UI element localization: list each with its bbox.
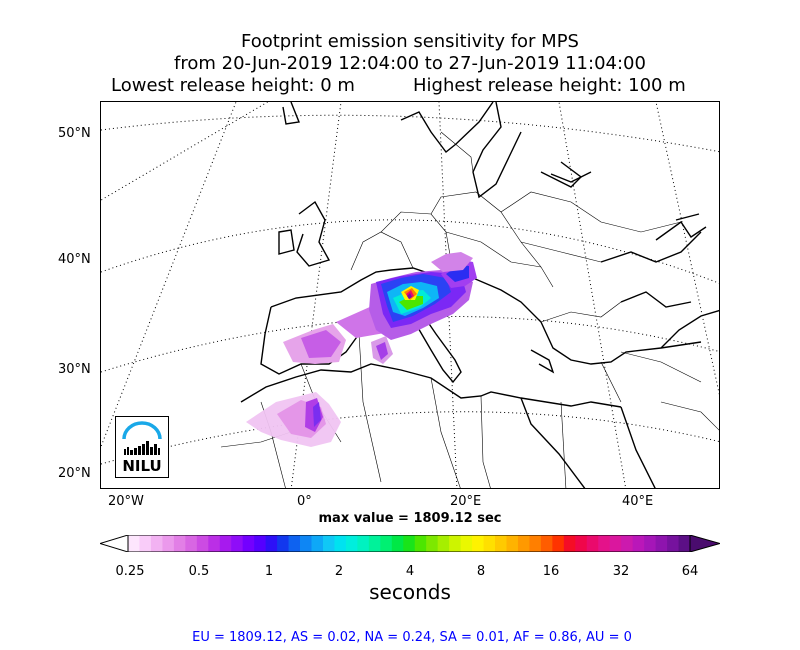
colorbar-cell bbox=[632, 535, 645, 552]
map-canvas bbox=[101, 102, 719, 488]
colorbar-cell bbox=[311, 535, 324, 552]
colorbar-min-arrow bbox=[100, 535, 129, 552]
title-line-2: from 20-Jun-2019 12:04:00 to 27-Jun-2019… bbox=[174, 53, 646, 74]
colorbar-cell bbox=[128, 535, 140, 552]
colorbar-cell bbox=[185, 535, 198, 552]
lowest-release-height: Lowest release height: 0 m bbox=[111, 75, 355, 96]
colorbar-cell bbox=[322, 535, 335, 552]
colorbar-cell bbox=[609, 535, 622, 552]
colorbar-cell bbox=[483, 535, 496, 552]
colorbar-cell bbox=[242, 535, 255, 552]
colorbar-tick: 1 bbox=[264, 564, 274, 579]
colorbar-cell bbox=[517, 535, 530, 552]
colorbar-cell bbox=[426, 535, 439, 552]
map-frame bbox=[100, 101, 720, 489]
colorbar-cell bbox=[357, 535, 370, 552]
colorbar-cell bbox=[563, 535, 576, 552]
colorbar-tick: 8 bbox=[476, 564, 486, 579]
colorbar-cell bbox=[231, 535, 244, 552]
colorbar-cell bbox=[540, 535, 553, 552]
colorbar-cell bbox=[437, 535, 450, 552]
colorbar-cell bbox=[460, 535, 473, 552]
max-value: max value = 1809.12 sec bbox=[318, 511, 502, 526]
colorbar-cell bbox=[391, 535, 404, 552]
colorbar-cell bbox=[173, 535, 186, 552]
colorbar bbox=[100, 535, 720, 552]
colorbar-cell bbox=[414, 535, 427, 552]
colorbar-cell bbox=[196, 535, 209, 552]
region-summary: EU = 1809.12, AS = 0.02, NA = 0.24, SA =… bbox=[192, 630, 632, 645]
country-borders bbox=[220, 131, 719, 488]
colorbar-cell bbox=[254, 535, 267, 552]
lon-label-40e: 40°E bbox=[622, 494, 654, 509]
colorbar-cell bbox=[621, 535, 634, 552]
colorbar-cell bbox=[495, 535, 507, 552]
colorbar-tick: 32 bbox=[612, 564, 630, 579]
colorbar-cell bbox=[380, 535, 393, 552]
colorbar-cell bbox=[598, 535, 611, 552]
colorbar-max-arrow bbox=[689, 535, 720, 552]
footprint-plume bbox=[246, 252, 477, 447]
lon-label-20e: 20°E bbox=[450, 494, 482, 509]
nilu-logo-mark bbox=[122, 421, 162, 455]
colorbar-cell bbox=[655, 535, 668, 552]
highest-release-height: Highest release height: 100 m bbox=[413, 75, 686, 96]
colorbar-cell bbox=[403, 535, 416, 552]
colorbar-cell bbox=[472, 535, 484, 552]
colorbar-tick: 0.25 bbox=[115, 564, 145, 579]
colorbar-cell bbox=[575, 535, 588, 552]
nilu-logo: NILU bbox=[115, 416, 169, 478]
colorbar-cell bbox=[265, 535, 278, 552]
colorbar-cell bbox=[506, 535, 519, 552]
colorbar-cell bbox=[208, 535, 221, 552]
colorbar-tick: 0.5 bbox=[188, 564, 210, 579]
colorbar-cell bbox=[139, 535, 152, 552]
colorbar-cell bbox=[162, 535, 175, 552]
colorbar-cell bbox=[368, 535, 381, 552]
lon-label-0: 0° bbox=[297, 494, 312, 509]
colorbar-cell bbox=[277, 535, 289, 552]
colorbar-cell bbox=[529, 535, 542, 552]
title-line-1: Footprint emission sensitivity for MPS bbox=[241, 31, 579, 52]
lat-label-40n: 40°N bbox=[58, 252, 91, 267]
lat-label-20n: 20°N bbox=[58, 466, 91, 481]
colorbar-tick: 4 bbox=[405, 564, 415, 579]
colorbar-cell bbox=[150, 535, 163, 552]
colorbar-cell bbox=[288, 535, 301, 552]
nilu-logo-text: NILU bbox=[122, 457, 162, 475]
meridians bbox=[101, 102, 719, 488]
colorbar-tick: 16 bbox=[542, 564, 560, 579]
colorbar-cell bbox=[586, 535, 599, 552]
colorbar-cell bbox=[334, 535, 347, 552]
colorbar-cell bbox=[678, 535, 691, 552]
lat-label-30n: 30°N bbox=[58, 362, 91, 377]
colorbar-cell bbox=[552, 535, 565, 552]
colorbar-cell bbox=[345, 535, 358, 552]
colorbar-cell bbox=[300, 535, 312, 552]
colorbar-label: seconds bbox=[369, 580, 451, 604]
lon-label-20w: 20°W bbox=[108, 494, 144, 509]
lat-label-50n: 50°N bbox=[58, 126, 91, 141]
colorbar-outline bbox=[127, 535, 691, 552]
colorbar-tick: 64 bbox=[681, 564, 699, 579]
colorbar-cell bbox=[449, 535, 462, 552]
colorbar-cell bbox=[219, 535, 232, 552]
colorbar-tick: 2 bbox=[334, 564, 344, 579]
colorbar-cell bbox=[644, 535, 656, 552]
colorbar-cells bbox=[128, 535, 691, 552]
colorbar-cell bbox=[667, 535, 679, 552]
